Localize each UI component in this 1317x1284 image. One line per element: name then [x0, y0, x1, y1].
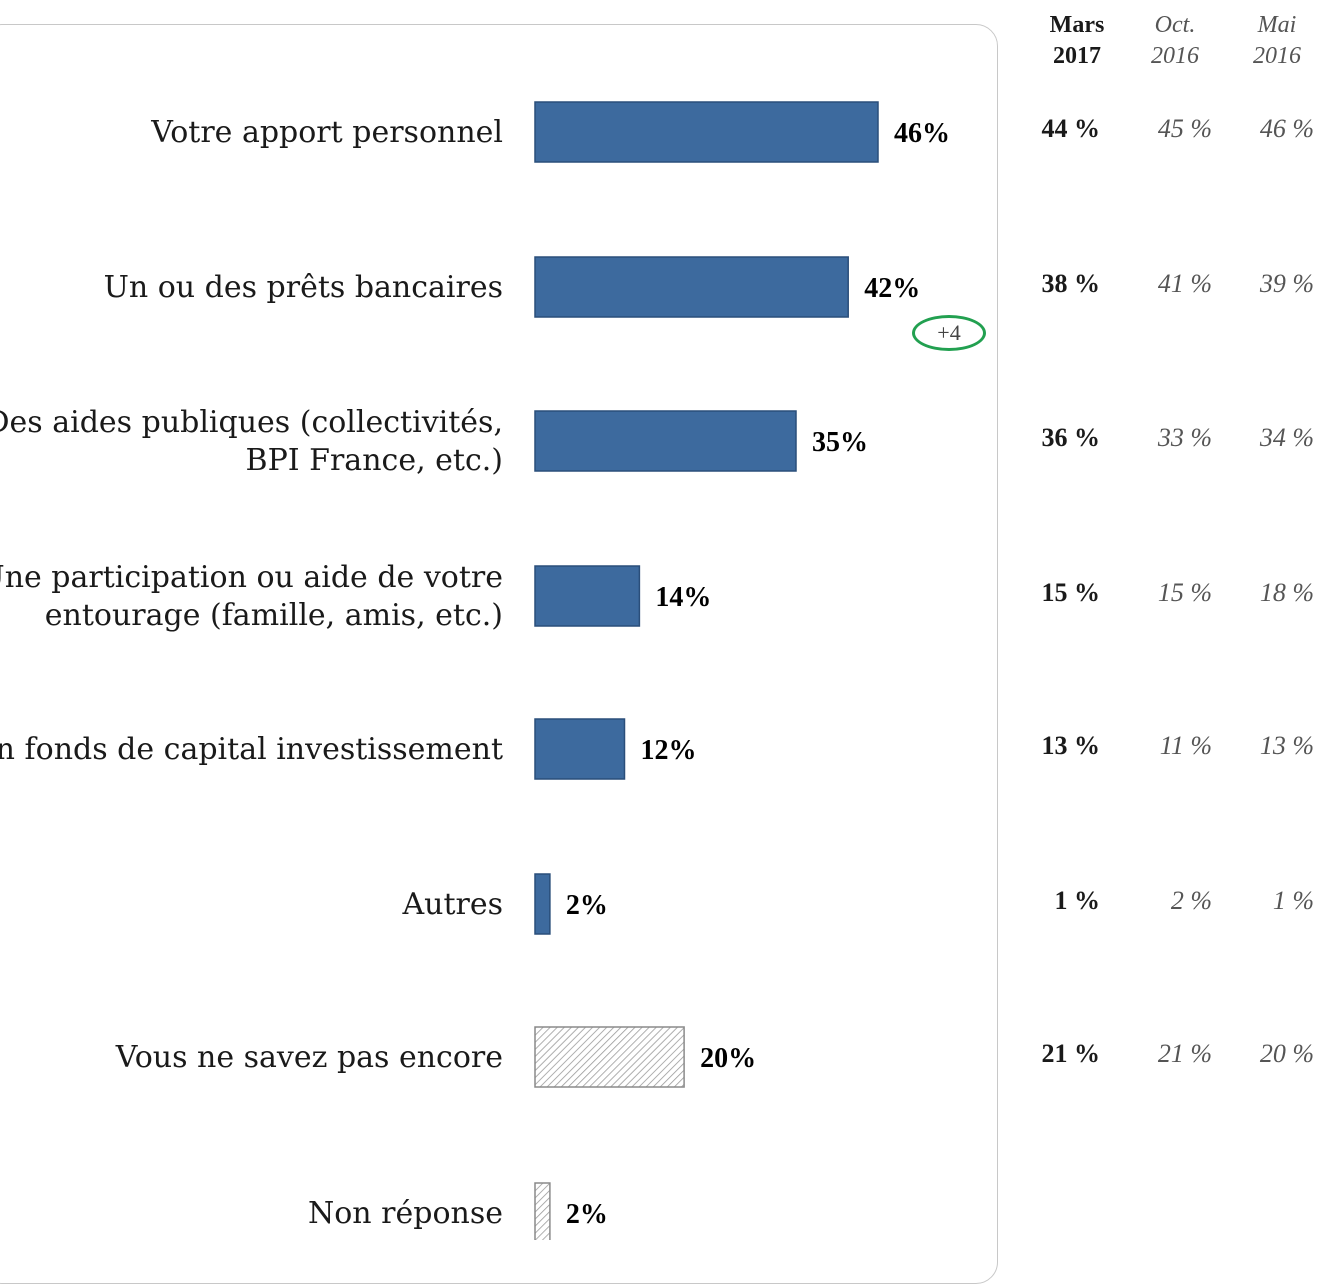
category-label-line: Des aides publiques (collectivités,: [0, 405, 503, 440]
history-value-4-1: 11 %: [1159, 731, 1212, 760]
category-label-line: Un fonds de capital investissement: [0, 732, 503, 767]
bar-3: [534, 565, 641, 627]
category-label-line: BPI France, etc.): [246, 443, 503, 478]
bar-chart: 46% Votre apport personnel 42% Un ou des pr…: [0, 101, 950, 1240]
bar-7: [534, 1182, 551, 1240]
history-value-3-1: 15 %: [1157, 578, 1212, 607]
value-label-0: 46%: [894, 118, 950, 149]
value-label-1: 42%: [864, 273, 920, 304]
history-value-6-1: 21 %: [1157, 1039, 1212, 1068]
history-value-5-2: 1 %: [1272, 886, 1314, 915]
history-value-0-2: 46 %: [1259, 114, 1314, 143]
category-label-line: Votre apport personnel: [150, 115, 503, 150]
bar-4: [534, 718, 626, 780]
history-value-4-0: 13 %: [1041, 731, 1101, 760]
history-value-6-2: 20 %: [1259, 1039, 1314, 1068]
history-value-2-2: 34 %: [1259, 423, 1314, 452]
value-label-5: 2%: [566, 890, 608, 921]
value-label-3: 14%: [655, 582, 711, 613]
history-value-1-2: 39 %: [1259, 269, 1314, 298]
history-value-0-1: 45 %: [1157, 114, 1212, 143]
value-label-4: 12%: [641, 735, 697, 766]
column-header-mai-2016: Mai 2016: [1253, 12, 1301, 69]
history-value-2-0: 36 %: [1041, 423, 1101, 452]
history-value-0-0: 44 %: [1041, 114, 1101, 143]
history-value-1-1: 41 %: [1157, 269, 1212, 298]
history-value-5-0: 1 %: [1054, 886, 1101, 915]
value-label-7: 2%: [566, 1199, 608, 1230]
bar-6: [534, 1026, 685, 1088]
category-label-7: Non réponse: [308, 1196, 503, 1231]
category-label-0: Votre apport personnel: [150, 115, 503, 150]
bar-5: [534, 873, 551, 935]
column-header-oct-2016: Oct. 2016: [1151, 12, 1199, 69]
delta-badge: +4: [912, 315, 986, 351]
category-label-5: Autres: [401, 887, 503, 922]
column-header-mars-2017: Mars 2017: [1049, 12, 1105, 69]
category-label-line: entourage (famille, amis, etc.): [45, 598, 503, 633]
category-label-line: Non réponse: [308, 1196, 503, 1231]
history-value-3-0: 15 %: [1041, 578, 1101, 607]
bar-2: [534, 410, 797, 472]
category-label-line: Une participation ou aide de votre: [0, 560, 503, 595]
bar-1: [534, 256, 849, 318]
category-label-line: Autres: [401, 887, 503, 922]
history-value-3-2: 18 %: [1259, 578, 1314, 607]
history-value-4-2: 13 %: [1259, 731, 1314, 760]
category-label-2: Des aides publiques (collectivités, BPI F…: [0, 405, 503, 478]
history-value-6-0: 21 %: [1041, 1039, 1101, 1068]
category-label-4: Un fonds de capital investissement: [0, 732, 503, 767]
category-label-line: Un ou des prêts bancaires: [104, 270, 503, 305]
history-value-2-1: 33 %: [1157, 423, 1212, 452]
category-label-3: Une participation ou aide de votre entour…: [0, 560, 503, 633]
value-label-6: 20%: [700, 1043, 756, 1074]
history-value-5-1: 2 %: [1170, 886, 1212, 915]
bar-0: [534, 101, 879, 163]
category-label-1: Un ou des prêts bancaires: [104, 270, 503, 305]
value-label-2: 35%: [812, 427, 868, 458]
category-label-line: Vous ne savez pas encore: [115, 1040, 503, 1075]
history-value-1-0: 38 %: [1041, 269, 1101, 298]
category-label-6: Vous ne savez pas encore: [115, 1040, 503, 1075]
